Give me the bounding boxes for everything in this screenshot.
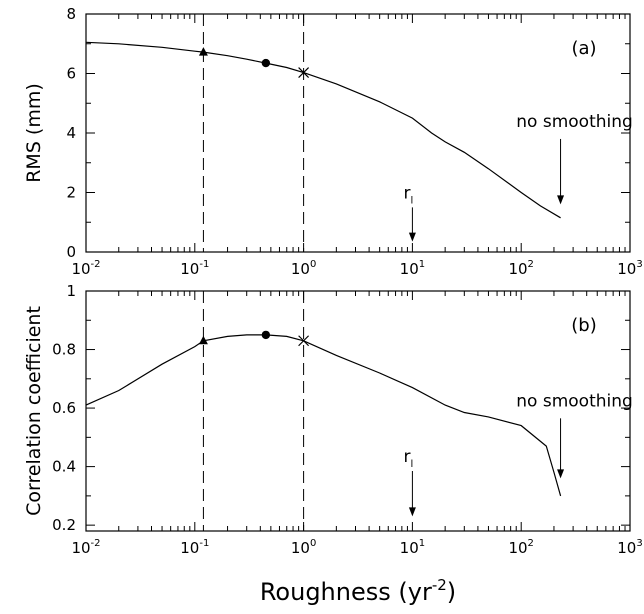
rl-subscript: l [411,459,414,470]
rl-base: r [404,183,411,203]
x-axis-label: Roughness (yr-2) [260,576,456,606]
cross-marker [298,67,310,79]
x-tick-exponent: -2 [91,538,101,549]
series-line [85,41,561,219]
x-tick-exponent: 1 [419,538,425,549]
x-tick-base: 10 [617,260,636,278]
x-tick-exponent: 2 [528,538,534,549]
x-tick-exponent: 3 [636,259,642,270]
cross-stroke [298,67,310,79]
panel-b: 10-2 10-1 100 101 102 1030.20.40.60.81Correla… [23,282,643,557]
x-tick-exponent: 0 [310,259,316,270]
rl-subscript: l [411,195,414,206]
x-tick-label: 103 [617,538,642,557]
x-tick-base: 10 [71,539,90,557]
circle-marker [261,58,271,68]
y-tick-label: 2 [66,184,76,202]
x-tick-base: 10 [508,539,527,557]
panel-label: (b) [571,315,596,336]
x-axis-label-exponent: -2 [432,576,447,594]
y-tick-label: 0.2 [52,516,76,534]
y-tick-label: 0.8 [52,341,76,359]
x-tick-base: 10 [71,260,90,278]
x-tick-label: 103 [617,259,642,278]
cross-marker [298,335,310,347]
x-tick-base: 10 [508,260,527,278]
x-tick-label: 100 [291,259,316,278]
x-tick-base: 10 [400,260,419,278]
y-tick-label: 4 [66,124,76,142]
panel-label: (a) [571,38,596,59]
y-tick-label: 8 [66,5,76,23]
rl-label: rl [404,183,414,206]
x-tick-label: 101 [400,259,425,278]
x-tick-base: 10 [180,260,199,278]
circle-marker [261,330,271,340]
plot-frame [85,290,631,532]
annotation-arrow-head [408,232,416,242]
x-tick-base: 10 [617,539,636,557]
x-tick-label: 10-2 [71,259,100,278]
no-smoothing-label: no smoothing [516,391,633,411]
y-tick-label: 0.4 [52,458,76,476]
rl-label: rl [404,447,414,470]
triangle-marker [198,47,208,56]
annotation-arrow-head [557,469,565,479]
annotation-arrow-head [557,195,565,205]
x-axis-label-suffix: ) [447,578,456,606]
x-tick-label: 101 [400,538,425,557]
x-tick-exponent: -1 [199,259,209,270]
rl-base: r [404,447,411,467]
x-tick-base: 10 [291,260,310,278]
x-tick-label: 10-2 [71,538,100,557]
plot-frame [85,13,631,253]
series-line [85,334,562,497]
x-tick-label: 102 [508,538,533,557]
x-tick-label: 102 [508,259,533,278]
triangle-marker [198,335,208,345]
annotation-arrow-head [408,507,416,517]
x-tick-exponent: 0 [310,538,316,549]
x-axis-label-main: Roughness (yr [260,578,432,606]
y-tick-label: 0 [66,243,76,261]
x-tick-label: 10-1 [180,259,209,278]
no-smoothing-label: no smoothing [516,112,633,132]
x-tick-base: 10 [400,539,419,557]
x-tick-exponent: 3 [636,538,642,549]
x-tick-label: 100 [291,538,316,557]
x-tick-exponent: -1 [199,538,209,549]
y-tick-label: 6 [66,65,76,83]
x-tick-exponent: -2 [91,259,101,270]
x-tick-base: 10 [180,539,199,557]
x-tick-exponent: 1 [419,259,425,270]
y-axis-label: Correlation coefficient [23,306,45,516]
y-tick-label: 0.6 [52,399,76,417]
x-tick-label: 10-1 [180,538,209,557]
x-tick-base: 10 [291,539,310,557]
y-axis-label: RMS (mm) [23,83,45,183]
cross-stroke [298,335,310,347]
x-tick-exponent: 2 [528,259,534,270]
y-tick-label: 1 [66,282,76,300]
